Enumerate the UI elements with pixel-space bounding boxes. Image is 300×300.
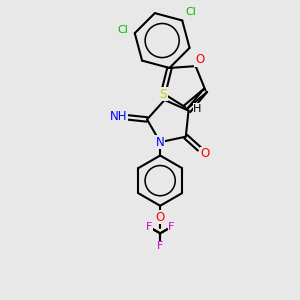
Text: S: S bbox=[160, 88, 167, 100]
Text: F: F bbox=[168, 222, 175, 232]
Text: F: F bbox=[157, 241, 163, 251]
Text: F: F bbox=[146, 222, 152, 232]
Text: N: N bbox=[156, 136, 164, 148]
Text: O: O bbox=[195, 53, 204, 66]
Text: H: H bbox=[193, 103, 202, 114]
Text: NH: NH bbox=[110, 110, 128, 123]
Text: O: O bbox=[155, 211, 165, 224]
Text: Cl: Cl bbox=[185, 7, 196, 17]
Text: Cl: Cl bbox=[118, 25, 128, 35]
Text: O: O bbox=[200, 147, 209, 160]
